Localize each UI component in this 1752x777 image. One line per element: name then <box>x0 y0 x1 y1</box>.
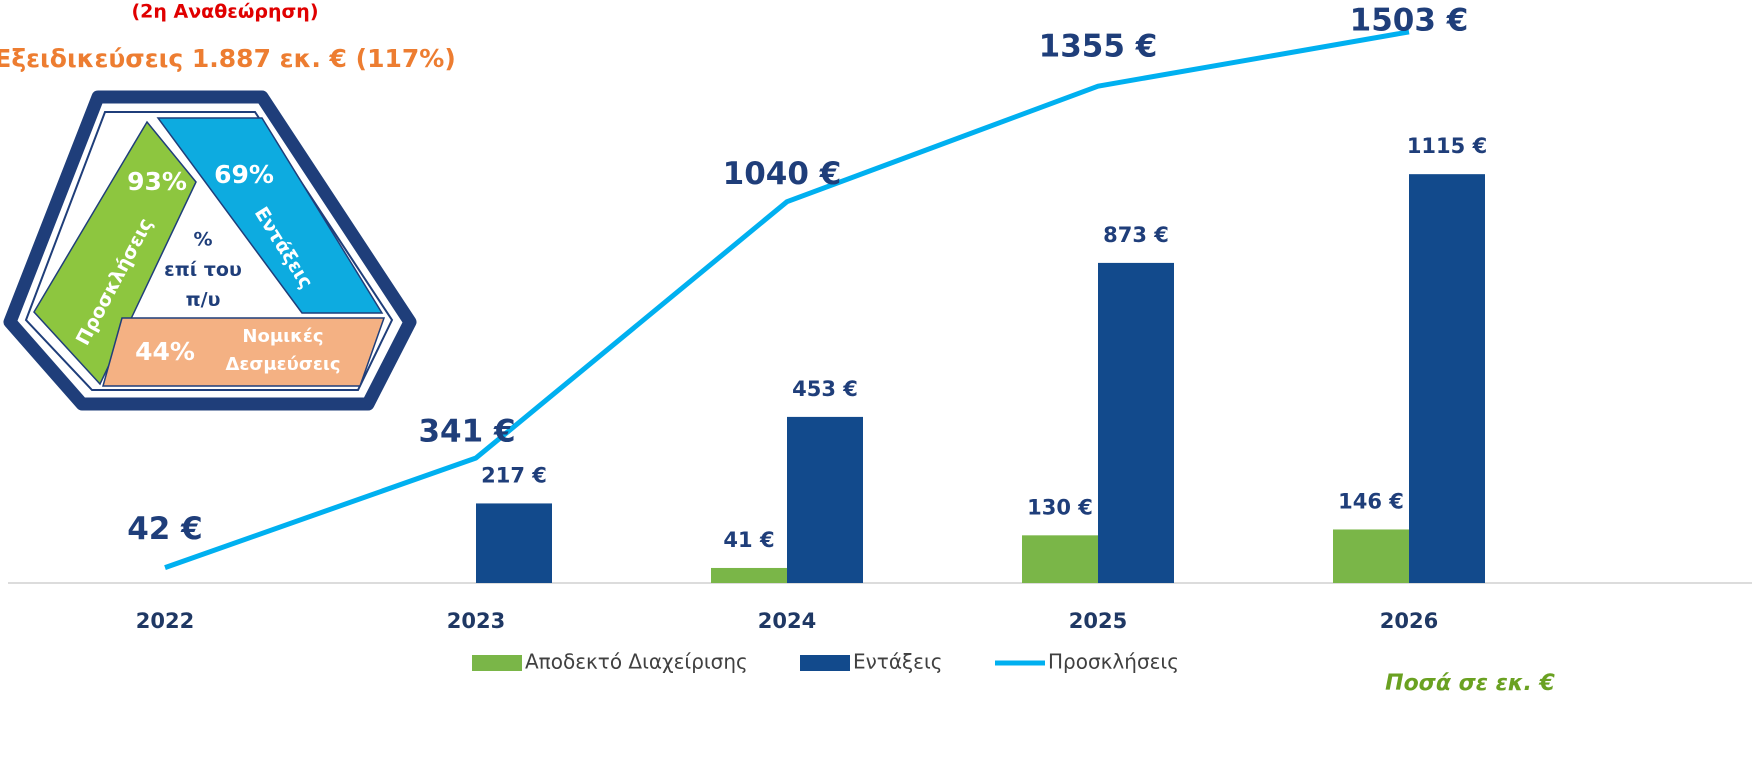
data-label: 217 € <box>481 463 547 487</box>
line-label: 341 € <box>418 413 515 449</box>
inset-orange <box>102 317 386 387</box>
legend-swatch <box>472 655 522 671</box>
x-tick-label: 2022 <box>136 609 194 633</box>
data-label: 146 € <box>1338 489 1404 513</box>
bar <box>1409 174 1485 583</box>
legend-swatch <box>800 655 850 671</box>
revision: (2η Αναθεώρηση) <box>131 1 318 23</box>
inset-value: 69% <box>214 160 274 189</box>
data-label: 1115 € <box>1407 134 1487 158</box>
line <box>164 29 1410 570</box>
legend-label: Αποδεκτό Διαχείρισης <box>525 650 748 674</box>
line-label: 1355 € <box>1039 29 1158 65</box>
inset-value: 44% <box>135 337 195 366</box>
bar <box>1333 529 1409 583</box>
x-tick-label: 2026 <box>1380 609 1438 633</box>
inset-value: 93% <box>127 167 187 196</box>
data-label: 130 € <box>1027 495 1093 519</box>
bar <box>787 416 863 583</box>
bar <box>476 503 552 583</box>
data-label: 41 € <box>723 528 774 552</box>
bar <box>1022 535 1098 583</box>
line-label: 1040 € <box>723 156 842 192</box>
legend-label: Εντάξεις <box>853 650 943 674</box>
data-label: 873 € <box>1103 223 1169 247</box>
inset-label: Δεσμεύσεις <box>225 354 340 375</box>
inset: 93% Προσκλήσεις 69% Εντάξεις 44% Νομικές… <box>3 90 417 411</box>
bar <box>711 567 787 583</box>
x-tick-label: 2025 <box>1069 609 1127 633</box>
inset-center: % <box>193 229 212 251</box>
inset-label: Νομικές <box>242 326 323 347</box>
inset-inner-frame <box>24 111 394 391</box>
line-label: 1503 € <box>1350 2 1469 38</box>
header-title: Εξειδικεύσεις 1.887 εκ. € (117%) <box>0 44 456 73</box>
inset-center: π/υ <box>186 289 221 311</box>
legend-label: Προσκλήσεις <box>1048 650 1179 674</box>
bar <box>1098 262 1174 583</box>
annotation: Ποσά σε εκ. € <box>1385 671 1555 696</box>
data-label: 453 € <box>792 377 858 401</box>
x-tick-label: 2023 <box>447 609 505 633</box>
inset-green <box>33 120 197 386</box>
line-label: 42 € <box>127 511 203 547</box>
x-tick-label: 2024 <box>758 609 816 633</box>
inset-blue <box>156 117 384 314</box>
inset-center: επί του <box>164 259 242 281</box>
